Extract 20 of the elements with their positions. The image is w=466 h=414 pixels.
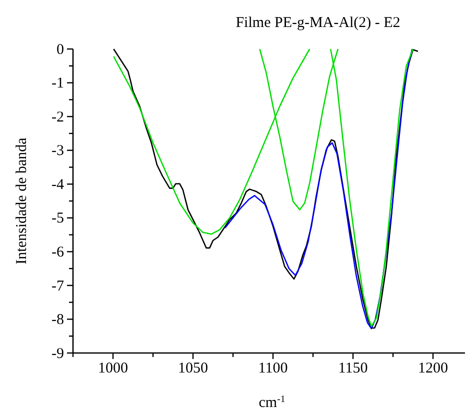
y-tick-label: -5 xyxy=(52,210,64,227)
x-tick-label: 1100 xyxy=(258,360,288,377)
y-tick-label: -1 xyxy=(52,76,64,92)
x-tick-label: 1050 xyxy=(178,360,208,377)
y-tick-label: -9 xyxy=(52,346,64,362)
chart-title: Filme PE-g-MA-Al(2) - E2 xyxy=(236,15,400,31)
x-tick-label: 1150 xyxy=(338,360,368,377)
y-tick-label: -2 xyxy=(52,109,64,126)
line-series xyxy=(112,48,419,329)
y-tick-label: -6 xyxy=(52,244,64,260)
x-axis-title: cm$^{-1}$ xyxy=(258,394,286,411)
x-tick-label: 1200 xyxy=(418,360,448,377)
y-tick-label: 0 xyxy=(56,42,64,58)
y-tick-label: -7 xyxy=(52,278,64,294)
y-tick-label: -4 xyxy=(52,176,64,193)
y-axis-title: Intensidade de banda xyxy=(14,137,30,264)
x-tick-label: 1000 xyxy=(98,360,128,377)
line-series xyxy=(224,48,413,330)
y-tick-label: -3 xyxy=(52,143,64,160)
y-tick-label: -8 xyxy=(52,312,64,328)
